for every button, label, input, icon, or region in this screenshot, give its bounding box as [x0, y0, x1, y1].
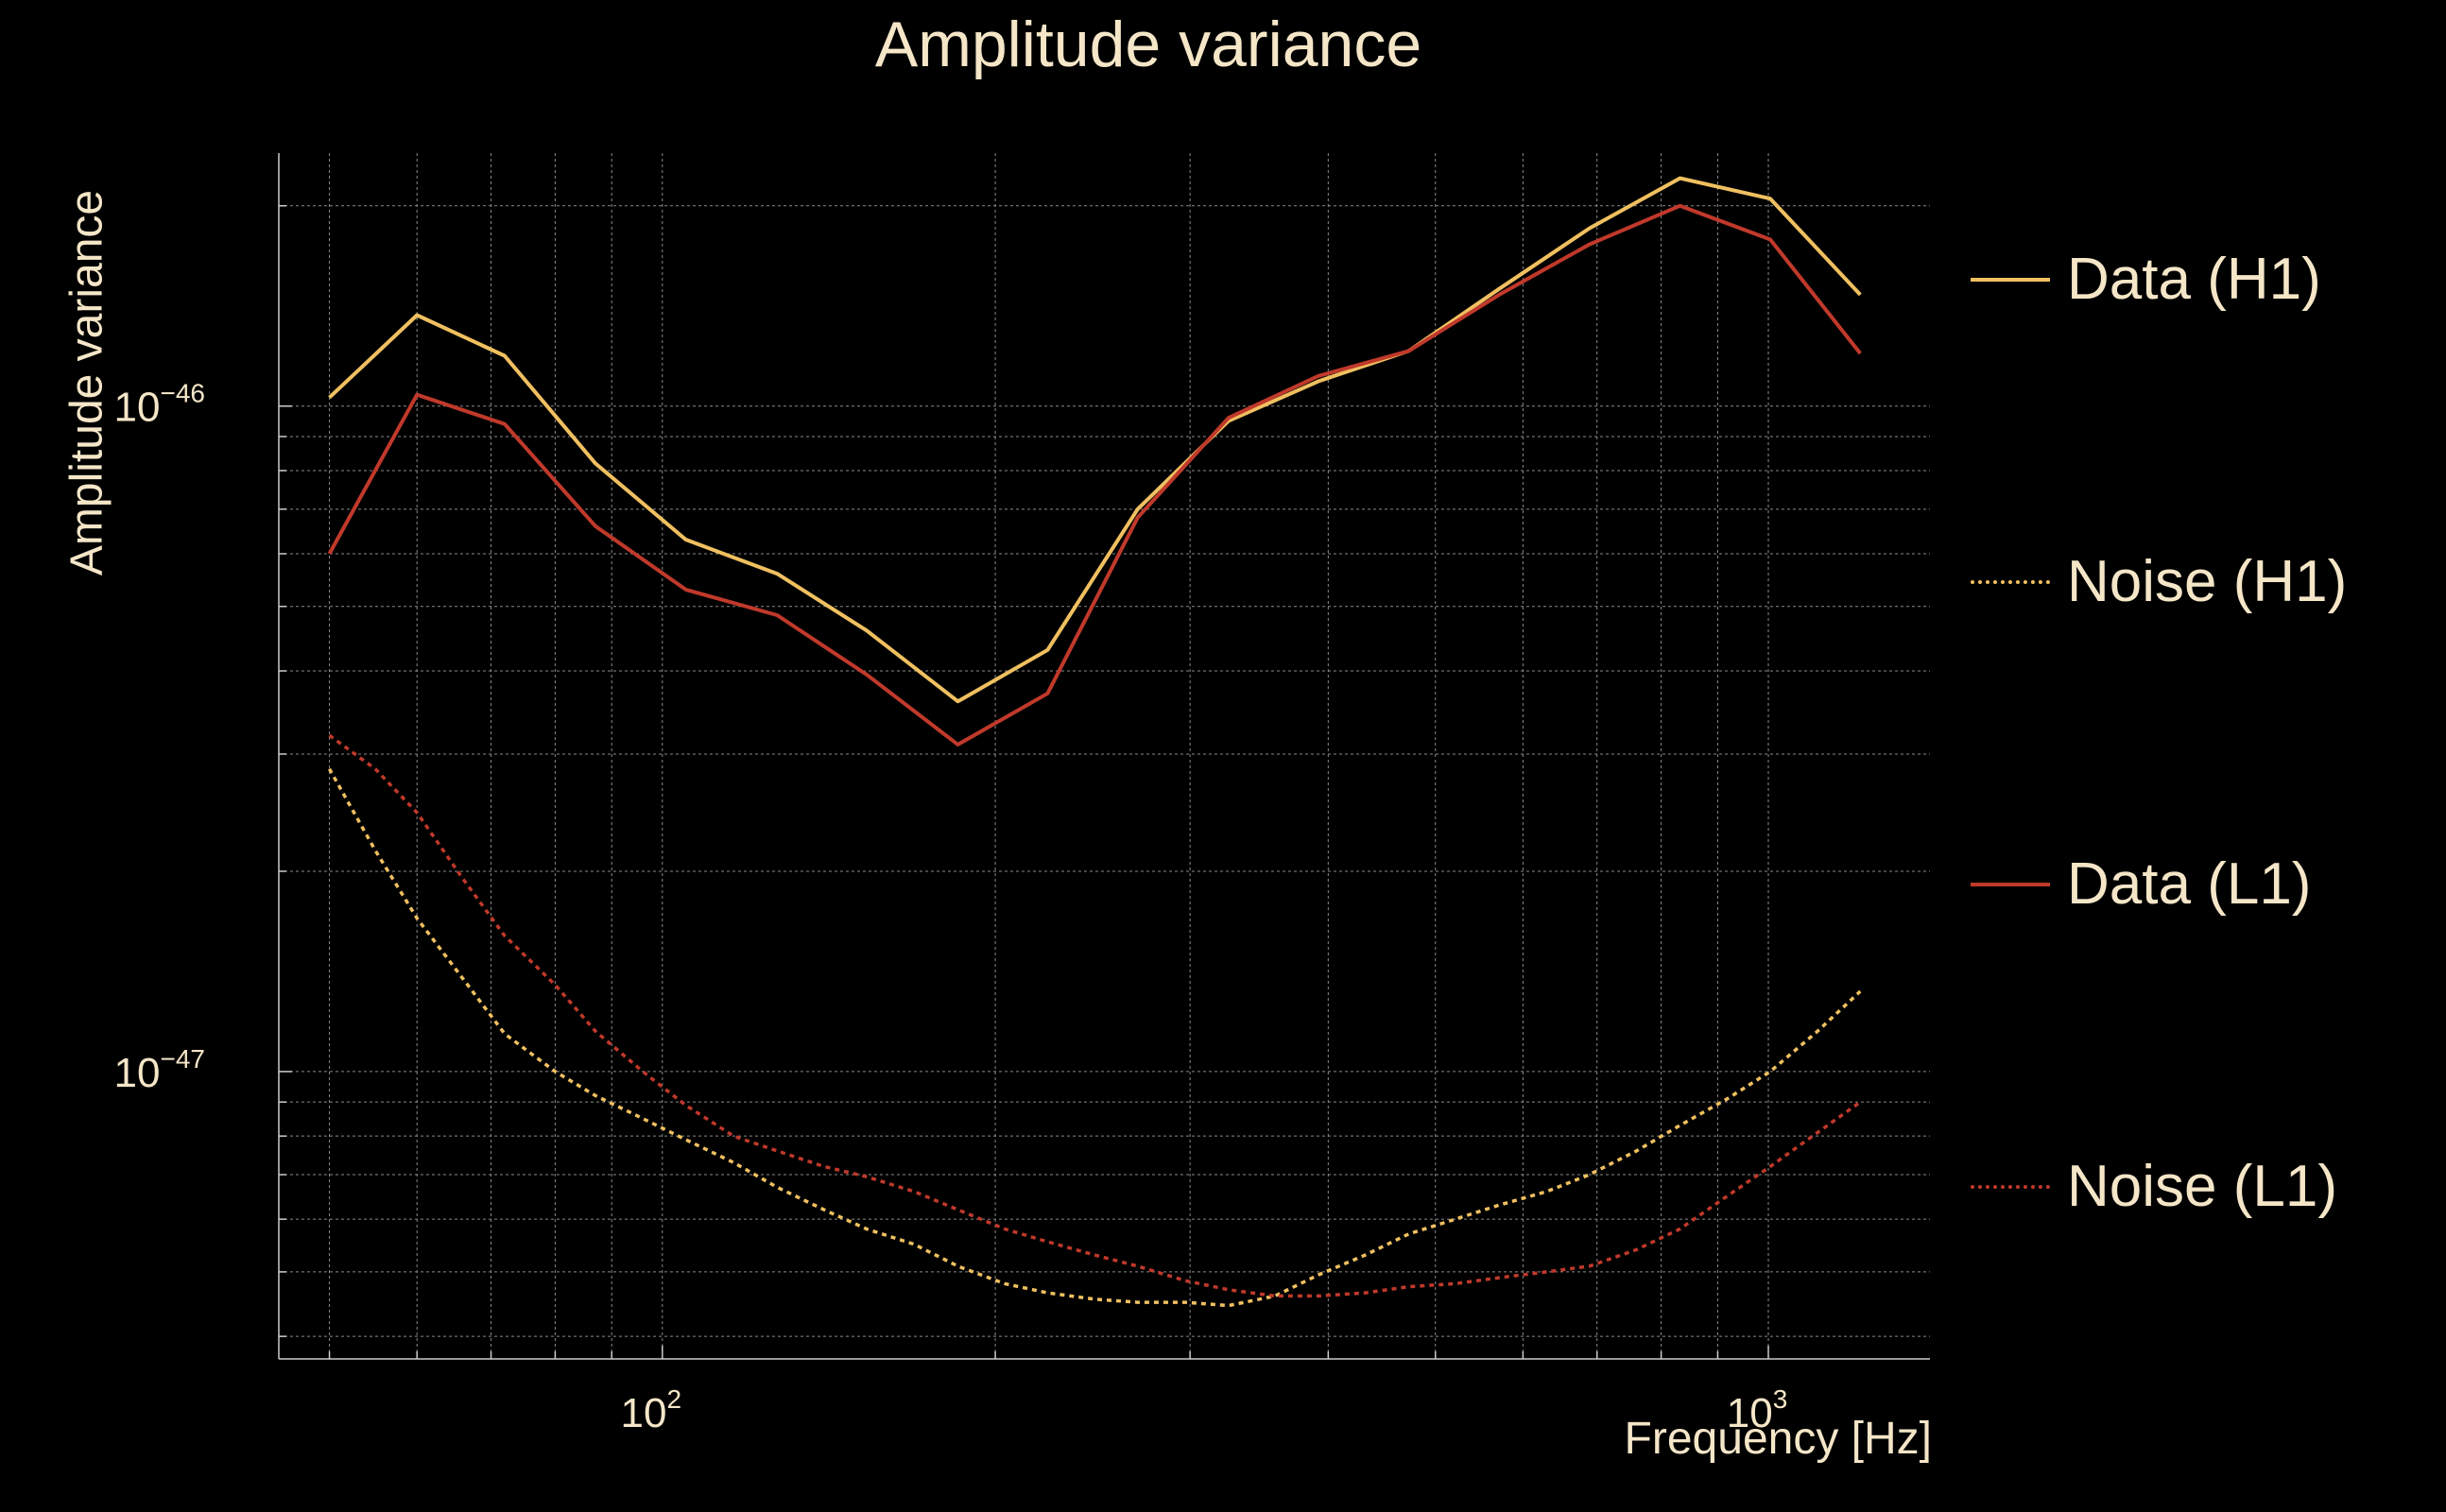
legend-item-data-h1: Data (H1)	[1971, 246, 2321, 313]
tick-labels: 102 103 10−46 10−47	[114, 379, 1788, 1436]
grid-layer	[279, 153, 1930, 1359]
legend-label-noise-h1: Noise (H1)	[2067, 549, 2348, 614]
legend-item-noise-h1: Noise (H1)	[1971, 548, 2347, 615]
series-line-data-h1	[328, 176, 1862, 704]
x-tick-label: 102	[621, 1384, 682, 1436]
series-line-noise-l1	[328, 733, 1862, 1298]
y-tick-label: 10−46	[114, 379, 205, 431]
series-layer	[327, 176, 1862, 1308]
legend-swatch-noise-l1	[1971, 1184, 2050, 1189]
y-tick-label: 10−47	[114, 1044, 205, 1096]
legend-swatch-data-h1	[1971, 277, 2050, 282]
legend-swatch-noise-h1	[1971, 579, 2050, 584]
legend-item-data-l1: Data (L1)	[1971, 850, 2311, 918]
y-axis-label: Amplitude variance	[61, 189, 112, 576]
x-tick-label: 103	[1727, 1384, 1788, 1436]
x-axis-label: Frequency [Hz]	[1624, 1414, 1932, 1464]
legend-label-data-l1: Data (L1)	[2067, 851, 2312, 917]
legend-label-noise-l1: Noise (L1)	[2067, 1154, 2337, 1219]
legend-swatch-data-l1	[1971, 882, 2050, 886]
legend-label-data-h1: Data (H1)	[2067, 247, 2321, 312]
series-line-noise-h1	[327, 767, 1862, 1308]
legend-item-noise-l1: Noise (L1)	[1971, 1153, 2337, 1220]
chart-title: Amplitude variance	[874, 9, 1422, 80]
series-line-data-l1	[327, 203, 1862, 747]
axes-layer	[278, 153, 1930, 1360]
